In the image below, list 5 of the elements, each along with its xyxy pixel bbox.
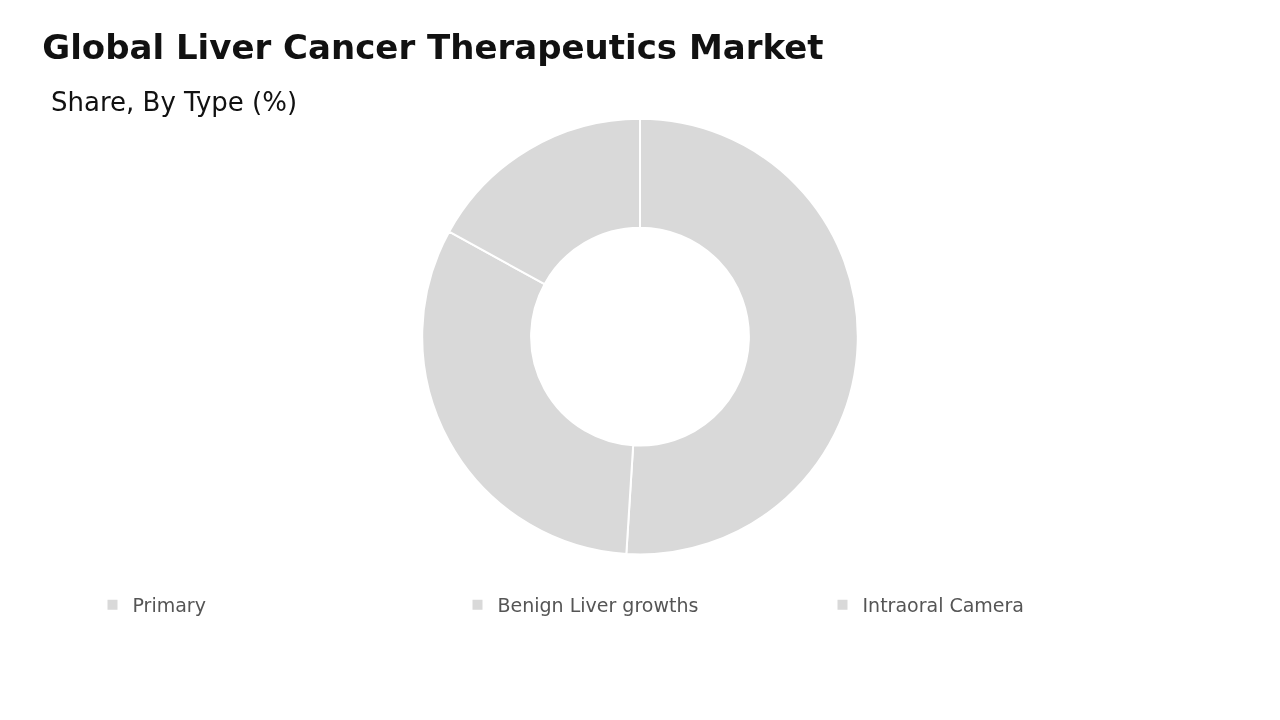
legend-label: Intraoral Camera (862, 594, 1025, 617)
chart-subtitle: Share, By Type (%) (51, 87, 298, 117)
chart-title: Global Liver Cancer Therapeutics Market (42, 26, 824, 67)
legend-label: Primary (132, 594, 206, 617)
legend-label: Benign Liver growths (497, 594, 699, 617)
